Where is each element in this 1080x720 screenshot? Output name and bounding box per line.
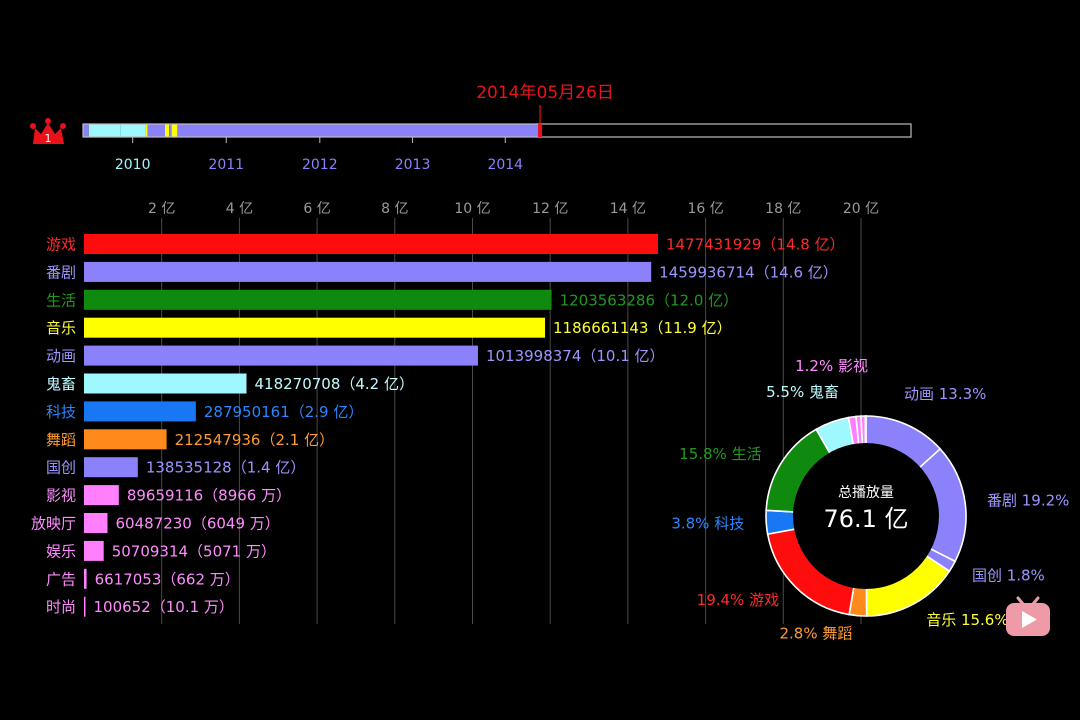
bar-category-label: 放映厅: [31, 515, 76, 533]
donut-slice: [864, 415, 867, 445]
crown-rank-badge: 1: [45, 132, 52, 145]
bar-value-label: 418270708（4.2 亿）: [254, 375, 414, 393]
bar-category-label: 番剧: [46, 263, 76, 281]
bar-category-label: 生活: [46, 291, 76, 309]
bar: [84, 373, 247, 394]
bar: [84, 485, 119, 506]
x-tick-label: 14 亿: [610, 201, 646, 217]
crown-icon: 1: [30, 118, 66, 145]
donut-slice-label: 国创 1.8%: [972, 566, 1045, 584]
donut-slice-label: 2.8% 舞蹈: [779, 625, 852, 643]
donut-slice-label: 1.2% 影视: [795, 357, 868, 375]
bar-value-label: 1013998374（10.1 亿）: [486, 347, 665, 365]
timeline-bar: 2010 2011 2012 2013 2014: [82, 105, 912, 173]
video-play-icon[interactable]: [1006, 596, 1050, 636]
timeline-segment: [147, 124, 165, 137]
bar: [84, 261, 652, 282]
bar-category-label: 舞蹈: [46, 431, 76, 449]
bar: [84, 596, 86, 617]
timeline-segment: [88, 124, 121, 137]
x-tick-label: 8 亿: [381, 201, 408, 217]
timeline-segment: [164, 124, 170, 137]
timeline-segment: [171, 124, 178, 137]
donut-center-hole: [793, 443, 939, 589]
bar: [84, 401, 196, 422]
bar: [84, 317, 546, 338]
bar: [84, 289, 552, 310]
bar: [84, 429, 167, 450]
timeline-segment: [145, 124, 148, 137]
timeline-year-label: 2014: [487, 157, 523, 173]
timeline-year-label: 2012: [302, 157, 338, 173]
bar-category-label: 影视: [46, 487, 76, 505]
timeline-segment: [120, 124, 146, 137]
bar-value-label: 60487230（6049 万）: [115, 515, 279, 533]
x-tick-label: 10 亿: [454, 201, 490, 217]
donut-slice-label: 番剧 19.2%: [987, 491, 1069, 509]
donut-slice-label: 3.8% 科技: [671, 514, 744, 532]
x-tick-label: 4 亿: [226, 201, 253, 217]
timeline-segment: [169, 124, 172, 137]
bar-value-label: 50709314（5071 万）: [112, 542, 276, 560]
bar-value-label: 138535128（1.4 亿）: [146, 459, 306, 477]
x-tick-label: 12 亿: [532, 201, 568, 217]
timeline-year-label: 2011: [208, 157, 244, 173]
bar: [84, 457, 138, 478]
bar-category-label: 时尚: [46, 598, 76, 616]
bar-value-label: 212547936（2.1 亿）: [175, 431, 335, 449]
bar-value-label: 100652（10.1 万）: [94, 598, 234, 616]
bar: [84, 540, 104, 561]
current-date-label: 2014年05月26日: [476, 83, 614, 103]
bar-category-label: 国创: [46, 459, 76, 477]
bar-category-label: 动画: [46, 347, 76, 365]
x-tick-label: 2 亿: [148, 201, 175, 217]
bar: [84, 234, 658, 254]
donut-slice-label: 15.8% 生活: [679, 445, 761, 463]
donut-center-title: 总播放量: [838, 485, 894, 501]
timeline-year-label: 2010: [115, 157, 151, 173]
bar-value-label: 287950161（2.9 亿）: [204, 403, 364, 421]
donut-slice-label: 19.4% 游戏: [697, 591, 779, 609]
bar-category-label: 娱乐: [46, 542, 76, 560]
donut-center-value: 76.1 亿: [823, 505, 908, 533]
donut-slice-label: 动画 13.3%: [904, 385, 986, 403]
donut-slice-label: 5.5% 鬼畜: [766, 383, 839, 401]
timeline-segment: [83, 124, 89, 137]
x-tick-label: 20 亿: [843, 201, 879, 217]
bar-category-label: 音乐: [46, 319, 76, 337]
donut-slice: [765, 509, 797, 536]
x-tick-label: 18 亿: [765, 201, 801, 217]
x-tick-label: 6 亿: [303, 201, 330, 217]
bar-value-label: 89659116（8966 万）: [127, 487, 291, 505]
bar: [84, 513, 108, 533]
bar-chart-bars: 游戏 1477431929（14.8 亿） 番剧 1459936714（14.6 亿）…: [31, 234, 845, 617]
x-tick-label: 16 亿: [687, 201, 723, 217]
bar-category-label: 鬼畜: [46, 375, 76, 393]
bar: [84, 568, 87, 589]
donut-slice-label: 音乐 15.6%: [926, 611, 1008, 629]
timeline-marker[interactable]: [538, 124, 543, 137]
timeline-segment: [177, 124, 541, 137]
bar-value-label: 1477431929（14.8 亿）: [666, 236, 845, 254]
bar-category-label: 科技: [46, 403, 76, 421]
bar-value-label: 1186661143（11.9 亿）: [553, 319, 732, 337]
bar-value-label: 1203563286（12.0 亿）: [560, 291, 739, 309]
bar-chart-x-axis: 2 亿 4 亿 6 亿 8 亿 10 亿 12 亿 14 亿 16 亿 18 亿 20 亿: [148, 201, 879, 217]
timeline-year-label: 2013: [395, 157, 431, 173]
bar: [84, 345, 478, 366]
donut-chart-labels: 动画 13.3% 番剧 19.2% 国创 1.8% 音乐 15.6% 2.8% 舞蹈19…: [671, 357, 1069, 643]
donut-chart: [765, 415, 967, 617]
bar-value-label: 6617053（662 万）: [95, 570, 240, 588]
timeline-track: [82, 123, 912, 138]
bar-chart-gridlines: [161, 218, 862, 624]
bar-category-label: 广告: [46, 570, 76, 588]
bar-category-label: 游戏: [46, 236, 76, 254]
bar-value-label: 1459936714（14.6 亿）: [659, 263, 838, 281]
